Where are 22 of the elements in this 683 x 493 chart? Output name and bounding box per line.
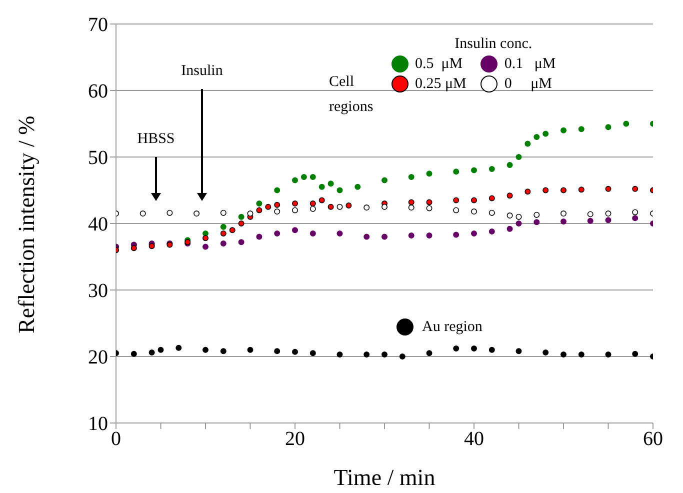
x-axis-title: Time / min: [334, 465, 436, 490]
legend-label: 0.1 μM: [504, 56, 556, 72]
legend-label: Au region: [422, 318, 482, 336]
annotation: Insulin: [180, 63, 224, 80]
y-tick-label: 30: [88, 280, 108, 302]
legend-title: Insulin conc.: [454, 36, 534, 53]
x-tick-label: 20: [285, 428, 305, 450]
y-tick-label: 20: [88, 346, 108, 369]
x-tick-label: 60: [643, 428, 663, 450]
annotation: HBSS: [136, 131, 176, 148]
y-axis-title: Reflection intensity / %: [14, 116, 40, 334]
y-tick-label: 70: [88, 14, 108, 36]
legend-label: 0.25 μM: [415, 76, 466, 92]
legend-label: 0.5 μM: [415, 56, 463, 72]
annotation: Cell regions: [329, 73, 374, 117]
y-tick-label: 60: [88, 80, 108, 103]
legend-label: 0 μM: [504, 76, 552, 92]
x-tick-label: 40: [464, 428, 484, 450]
x-tick-label: 0: [111, 428, 121, 450]
y-tick-label: 50: [88, 147, 108, 170]
y-tick-label: 40: [88, 214, 108, 236]
y-tick-label: 10: [88, 413, 108, 436]
